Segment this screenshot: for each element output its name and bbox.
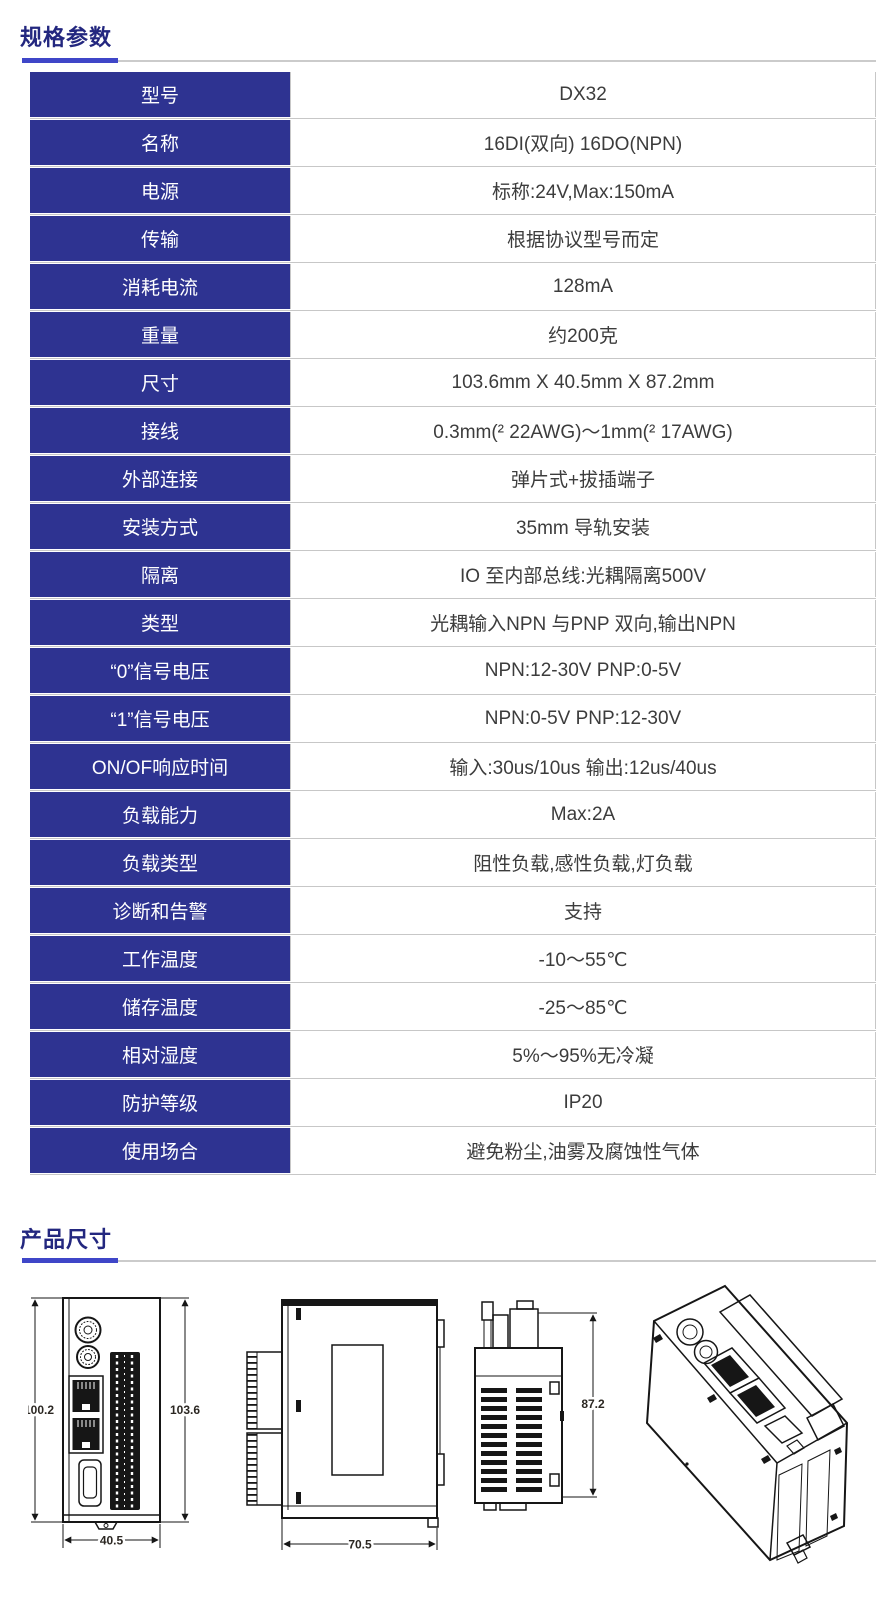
spec-value-cell: Max:2A <box>290 792 876 837</box>
spec-value-cell: 103.6mm X 40.5mm X 87.2mm <box>290 360 876 405</box>
spec-value-cell: IP20 <box>290 1080 876 1125</box>
spec-value-cell: 5%～95%无冷凝 <box>290 1032 876 1077</box>
spec-label-cell: 电源 <box>30 168 290 213</box>
table-row: 诊断和告警 支持 <box>30 888 876 935</box>
dimension-label: 87.2 <box>581 1397 605 1411</box>
table-row: 外部连接 弹片式+拔插端子 <box>30 456 876 503</box>
top-view-drawing: 87.2 <box>474 1300 608 1511</box>
table-row: 相对湿度 5%～95%无冷凝 <box>30 1032 876 1079</box>
spec-value-cell: 约200克 <box>290 312 876 357</box>
table-row: 消耗电流 128mA <box>30 264 876 311</box>
table-row: 重量 约200克 <box>30 312 876 359</box>
spec-label-cell: “0”信号电压 <box>30 648 290 693</box>
table-row: 安装方式 35mm 导轨安装 <box>30 504 876 551</box>
table-row: 尺寸 103.6mm X 40.5mm X 87.2mm <box>30 360 876 407</box>
dimension-label: 70.5 <box>348 1538 372 1552</box>
dimension-label: 103.6 <box>170 1403 200 1417</box>
table-row: 工作温度 -10～55℃ <box>30 936 876 983</box>
spec-value-cell: NPN:12-30V PNP:0-5V <box>290 648 876 693</box>
spec-value-cell: NPN:0-5V PNP:12-30V <box>290 696 876 741</box>
table-row: 负载类型 阻性负载,感性负载,灯负载 <box>30 840 876 887</box>
spec-label-cell: 安装方式 <box>30 504 290 549</box>
spec-value-cell: 标称:24V,Max:150mA <box>290 168 876 213</box>
spec-value-cell: -10～55℃ <box>290 936 876 981</box>
spec-label-cell: 名称 <box>30 120 290 165</box>
spec-label-cell: “1”信号电压 <box>30 696 290 741</box>
dimension-label: 100.2 <box>28 1403 54 1417</box>
section-title-product-dimensions: 产品尺寸 <box>20 1227 113 1252</box>
spec-label-cell: 负载类型 <box>30 840 290 885</box>
spec-label-cell: 型号 <box>30 72 290 117</box>
isometric-view-drawing <box>645 1284 849 1564</box>
table-row: 传输 根据协议型号而定 <box>30 216 876 263</box>
spec-value-cell: 128mA <box>290 264 876 309</box>
dimension-drawings: 100.2 103.6 40.5 70.5 <box>0 1268 891 1578</box>
table-row: ON/OF响应时间 输入:30us/10us 输出:12us/40us <box>30 744 876 791</box>
spec-label-cell: 消耗电流 <box>30 264 290 309</box>
section-rule <box>22 58 876 63</box>
spec-label-cell: 负载能力 <box>30 792 290 837</box>
table-row: 类型 光耦输入NPN 与PNP 双向,输出NPN <box>30 600 876 647</box>
spec-value-cell: 光耦输入NPN 与PNP 双向,输出NPN <box>290 600 876 645</box>
spec-value-cell: 35mm 导轨安装 <box>290 504 876 549</box>
table-row: 储存温度 -25～85℃ <box>30 984 876 1031</box>
spec-label-cell: 重量 <box>30 312 290 357</box>
spec-table: 型号 DX32 名称 16DI(双向) 16DO(NPN) 电源 标称:24V,… <box>30 72 876 1176</box>
spec-label-cell: 相对湿度 <box>30 1032 290 1077</box>
spec-label-cell: ON/OF响应时间 <box>30 744 290 789</box>
table-row: 使用场合 避免粉尘,油雾及腐蚀性气体 <box>30 1128 876 1175</box>
side-view-drawing: 70.5 <box>246 1299 445 1554</box>
spec-label-cell: 类型 <box>30 600 290 645</box>
dimension-label: 40.5 <box>100 1534 124 1548</box>
spec-value-cell: IO 至内部总线:光耦隔离500V <box>290 552 876 597</box>
table-row: “0”信号电压 NPN:12-30V PNP:0-5V <box>30 648 876 695</box>
spec-value-cell: 0.3mm(² 22AWG)～1mm(² 17AWG) <box>290 408 876 453</box>
table-row: 型号 DX32 <box>30 72 876 119</box>
spec-value-cell: 阻性负载,感性负载,灯负载 <box>290 840 876 885</box>
spec-value-cell: 支持 <box>290 888 876 933</box>
front-view-drawing: 100.2 103.6 40.5 <box>28 1297 203 1550</box>
spec-value-cell: 16DI(双向) 16DO(NPN) <box>290 120 876 165</box>
table-row: “1”信号电压 NPN:0-5V PNP:12-30V <box>30 696 876 743</box>
spec-label-cell: 使用场合 <box>30 1128 290 1173</box>
table-row: 电源 标称:24V,Max:150mA <box>30 168 876 215</box>
spec-value-cell: 根据协议型号而定 <box>290 216 876 261</box>
spec-value-cell: DX32 <box>290 72 876 117</box>
spec-label-cell: 防护等级 <box>30 1080 290 1125</box>
table-row: 接线 0.3mm(² 22AWG)～1mm(² 17AWG) <box>30 408 876 455</box>
table-row: 防护等级 IP20 <box>30 1080 876 1127</box>
table-row: 隔离 IO 至内部总线:光耦隔离500V <box>30 552 876 599</box>
spec-label-cell: 尺寸 <box>30 360 290 405</box>
spec-label-cell: 隔离 <box>30 552 290 597</box>
spec-label-cell: 传输 <box>30 216 290 261</box>
table-row: 负载能力 Max:2A <box>30 792 876 839</box>
spec-label-cell: 工作温度 <box>30 936 290 981</box>
spec-label-cell: 接线 <box>30 408 290 453</box>
section-rule <box>22 1258 876 1263</box>
spec-label-cell: 外部连接 <box>30 456 290 501</box>
spec-value-cell: 避免粉尘,油雾及腐蚀性气体 <box>290 1128 876 1173</box>
spec-value-cell: -25～85℃ <box>290 984 876 1029</box>
spec-label-cell: 诊断和告警 <box>30 888 290 933</box>
table-row: 名称 16DI(双向) 16DO(NPN) <box>30 120 876 167</box>
section-title-specifications: 规格参数 <box>20 25 113 50</box>
spec-label-cell: 储存温度 <box>30 984 290 1029</box>
spec-value-cell: 弹片式+拔插端子 <box>290 456 876 501</box>
spec-value-cell: 输入:30us/10us 输出:12us/40us <box>290 744 876 789</box>
